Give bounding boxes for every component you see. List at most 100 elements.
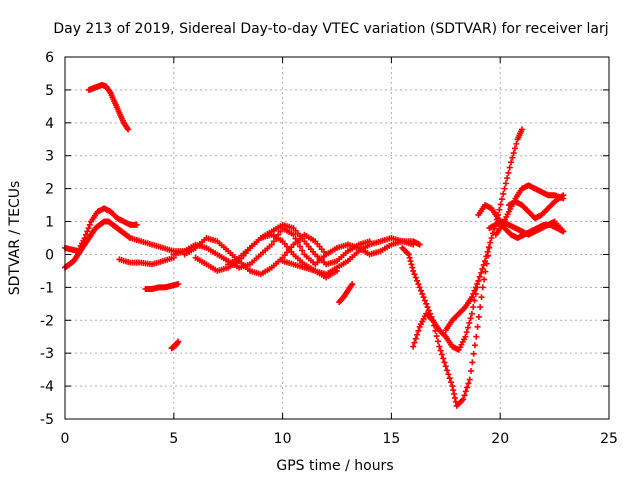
x-tick-label: 0	[61, 431, 70, 447]
data-point	[415, 327, 422, 334]
data-point	[449, 383, 456, 390]
data-point	[477, 304, 484, 311]
data-point	[323, 251, 330, 258]
data-point	[415, 281, 422, 288]
data-point	[496, 206, 503, 213]
data-point	[560, 228, 567, 235]
data-point	[475, 313, 482, 320]
data-point	[510, 150, 517, 157]
data-point	[81, 235, 88, 241]
data-point	[411, 339, 418, 346]
data-point	[424, 304, 431, 311]
data-point	[438, 351, 445, 358]
grid-lines	[65, 57, 609, 419]
data-point	[475, 277, 482, 284]
y-tick-label: 5	[45, 83, 54, 99]
data-point	[470, 304, 477, 311]
data-point	[82, 231, 89, 238]
y-axis-label: SDTVAR / TECUs	[7, 181, 23, 296]
series-arc-low-1	[116, 254, 177, 268]
data-point	[441, 359, 448, 366]
data-point	[462, 333, 469, 340]
data-point	[349, 281, 356, 288]
data-point	[479, 284, 486, 291]
data-point	[461, 392, 468, 399]
data-point	[487, 239, 494, 246]
data-markers	[62, 81, 567, 409]
data-point	[268, 241, 275, 248]
data-point	[470, 290, 477, 297]
y-tick-label: -1	[40, 280, 54, 296]
data-point	[504, 175, 511, 182]
x-tick-label: 5	[169, 431, 178, 447]
data-point	[476, 273, 483, 280]
x-tick-label: 15	[382, 431, 400, 447]
data-point	[408, 261, 415, 268]
data-point	[505, 169, 512, 176]
data-point	[467, 315, 474, 322]
data-point	[448, 379, 455, 386]
series-arc-mid-6	[336, 281, 356, 306]
data-point	[410, 343, 417, 350]
series-arc-high-1	[85, 81, 132, 133]
data-point	[133, 221, 140, 228]
data-point	[423, 300, 430, 307]
data-point	[462, 388, 469, 395]
data-point	[416, 241, 423, 248]
data-point	[414, 331, 421, 338]
data-point	[451, 390, 458, 397]
data-point	[409, 264, 416, 271]
data-point	[465, 380, 472, 387]
data-point	[425, 307, 432, 314]
data-point	[410, 267, 417, 274]
data-point	[421, 297, 428, 304]
data-point	[416, 284, 423, 291]
data-point	[472, 284, 479, 291]
data-point	[481, 276, 488, 283]
data-point	[437, 347, 444, 354]
data-point	[506, 164, 513, 171]
data-point	[445, 371, 452, 378]
data-point	[509, 154, 516, 161]
data-point	[270, 238, 277, 245]
data-point	[299, 247, 306, 254]
y-tick-label: -5	[40, 412, 54, 428]
data-point	[125, 126, 132, 133]
data-point	[468, 367, 475, 374]
data-point	[414, 277, 421, 284]
data-point	[474, 281, 481, 288]
data-point	[446, 375, 453, 382]
data-point	[497, 201, 504, 208]
data-point	[175, 338, 182, 345]
data-point	[479, 265, 486, 272]
y-tick-label: 1	[45, 215, 54, 231]
data-point	[478, 294, 485, 301]
series-arc-mid-7	[344, 238, 423, 258]
data-point	[412, 335, 419, 342]
data-point	[436, 343, 443, 350]
y-tick-label: 2	[45, 182, 54, 198]
data-point	[405, 251, 412, 258]
data-point	[419, 290, 426, 297]
y-tick-label: 0	[45, 247, 54, 263]
data-point	[84, 228, 91, 235]
data-point	[406, 254, 413, 261]
data-point	[508, 159, 515, 166]
data-point	[498, 196, 505, 203]
x-axis-label: GPS time / hours	[276, 458, 393, 474]
data-point	[473, 333, 480, 340]
data-point	[469, 359, 476, 366]
data-point	[480, 261, 487, 268]
data-point	[175, 281, 182, 288]
x-tick-label: 20	[491, 431, 509, 447]
data-point	[501, 185, 508, 192]
data-point	[471, 342, 478, 349]
y-tick-label: -3	[40, 346, 54, 362]
series-arc-late-3	[486, 218, 567, 238]
y-tick-label: 6	[45, 50, 54, 66]
data-point	[470, 350, 477, 357]
data-point	[433, 333, 440, 340]
data-point	[468, 310, 475, 317]
data-point	[297, 243, 304, 250]
